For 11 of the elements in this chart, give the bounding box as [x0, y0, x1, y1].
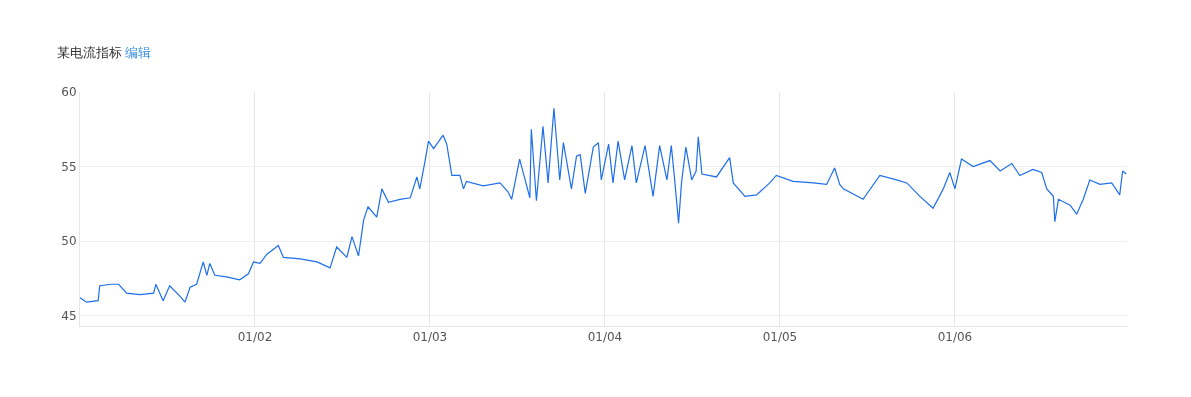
- x-tick-label: 01/05: [762, 330, 798, 345]
- text: 编辑: [125, 45, 151, 60]
- x-tick-label: 01/06: [937, 330, 973, 345]
- y-tick-label: 60: [61, 85, 77, 100]
- x-tick-label: 01/03: [412, 330, 448, 345]
- y-tick-label: 45: [61, 308, 77, 323]
- x-tick-label: 01/02: [237, 330, 273, 345]
- y-tick-label: 55: [61, 159, 77, 174]
- chart-title: 某电流指标: [57, 45, 122, 60]
- x-tick-label: 01/04: [587, 330, 623, 345]
- y-tick-label: 50: [61, 234, 77, 249]
